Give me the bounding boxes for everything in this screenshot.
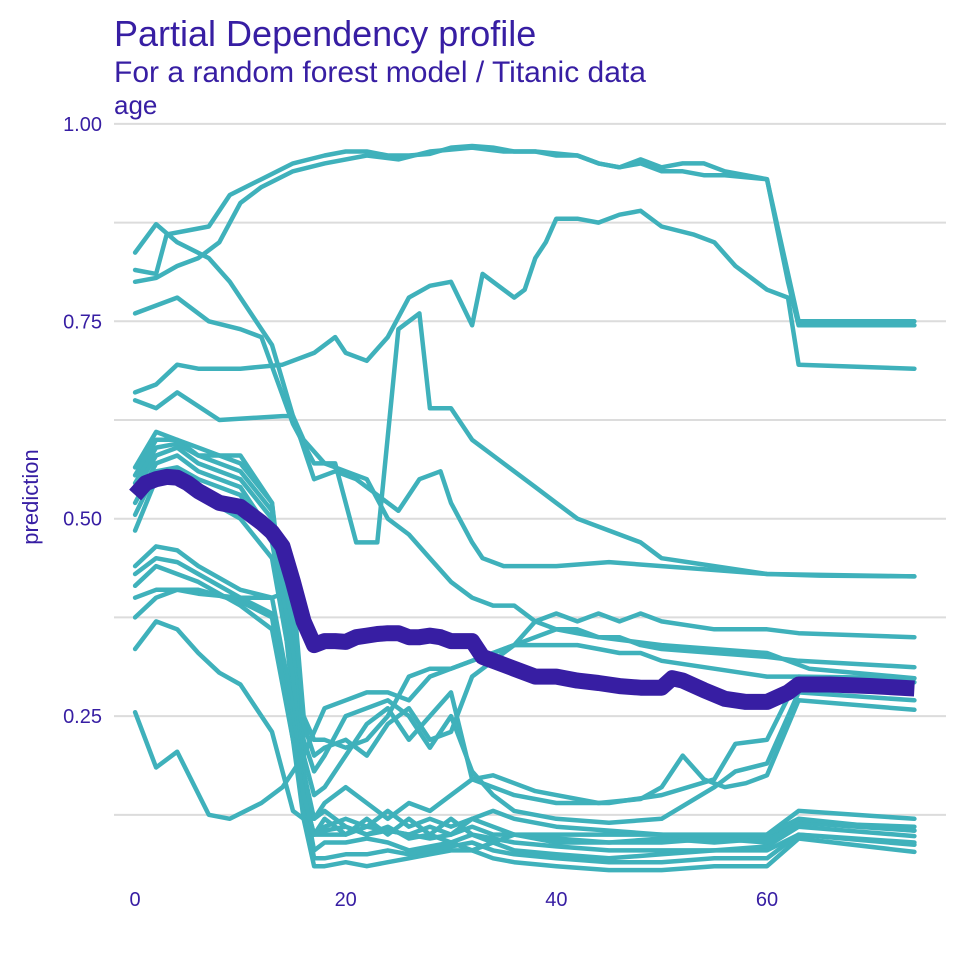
y-tick-label: 0.75 [63,311,102,333]
x-tick-label: 20 [335,889,357,911]
profile-line [132,563,917,873]
y-axis-title: prediction [18,449,43,544]
profile-line [132,429,917,845]
y-axis-ticks: 0.25 0.50 0.75 1.00 [63,114,102,728]
profile-line [132,208,917,395]
profile-line [132,555,917,865]
profile-line [132,143,917,328]
x-tick-label: 40 [545,889,567,911]
x-axis-ticks: 0 20 40 60 [130,889,779,911]
profile-line [132,441,917,806]
mean-profile [129,468,915,710]
facet-label: age [114,90,158,120]
profile-lines [132,143,917,873]
profile-line [132,445,917,825]
profile-line [132,587,917,750]
y-tick-label: 0.25 [63,706,102,728]
profile-line [132,390,917,681]
y-tick-label: 1.00 [63,114,102,136]
x-tick-label: 60 [756,889,778,911]
y-tick-label: 0.50 [63,509,102,531]
chart-subtitle: For a random forest model / Titanic data [114,56,646,89]
profile-line [132,221,917,579]
profile-line [132,544,917,853]
profile-line [132,473,917,841]
profile-line [132,619,917,837]
profile-line [132,642,917,822]
profile-line [132,145,917,324]
chart-title: Partial Dependency profile [114,13,537,54]
mean-profile-line [129,468,915,710]
x-tick-label: 0 [130,889,141,911]
